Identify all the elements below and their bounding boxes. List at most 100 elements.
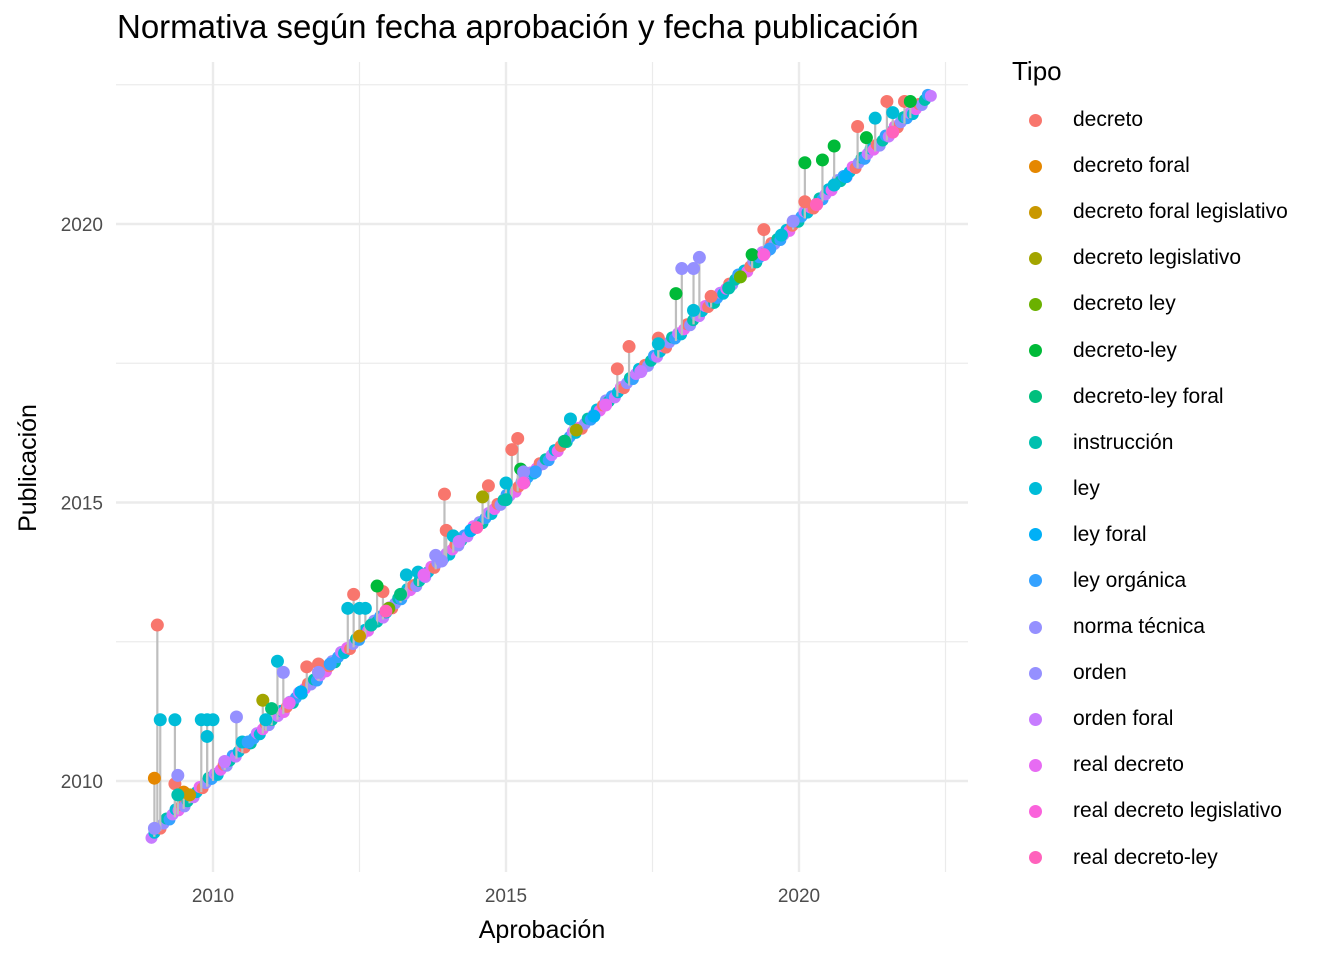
data-point [692,250,706,264]
legend-item: real decreto legislativo [1012,788,1288,834]
data-point [687,303,701,317]
data-point [294,685,308,699]
data-point [687,262,701,276]
legend-label: decreto-ley foral [1073,384,1224,408]
legend-item: decreto legislativo [1012,235,1288,281]
x-tick-label: 2015 [485,886,527,907]
legend-item: ley foral [1012,512,1288,558]
data-point [499,476,513,490]
data-point [810,198,824,212]
legend-label: orden [1073,661,1127,685]
legend-key [1029,666,1042,680]
data-point [511,431,525,445]
legend-key [1029,113,1042,127]
data-point [481,479,495,493]
legend-label: decreto foral legislativo [1073,200,1288,224]
legend-label: decreto-ley [1073,338,1177,362]
legend-title: Tipo [1012,56,1062,86]
data-points [147,94,917,835]
data-point [241,735,255,749]
data-point [229,710,243,724]
legend-key [1029,712,1042,726]
data-point [311,665,325,679]
legend-item: real decreto [1012,742,1288,788]
data-point [276,665,290,679]
legend-label: decreto [1073,108,1144,132]
legend-item: decreto [1012,97,1288,143]
data-point [476,490,490,504]
data-point [815,153,829,167]
data-point [470,521,484,535]
data-point [634,365,648,379]
legend-item: real decreto-ley [1012,835,1288,881]
legend-key [1029,159,1042,173]
data-point [563,412,577,426]
legend-item: orden foral [1012,696,1288,742]
legend-label: decreto foral [1073,154,1190,178]
data-point [153,713,167,727]
data-point [341,601,355,615]
data-point [429,548,443,562]
data-point [417,568,431,582]
data-point [452,534,466,548]
legend-key [1029,528,1042,542]
data-point [505,443,519,457]
x-axis-title: Aprobación [479,916,605,944]
data-point [147,771,161,785]
data-point [256,693,270,707]
y-tick-label: 2020 [61,215,103,236]
legend-label: norma técnica [1073,615,1205,639]
legend-item: decreto-ley foral [1012,374,1288,420]
data-point [651,337,665,351]
data-point [517,476,531,490]
data-point [379,604,393,618]
legend-item: norma técnica [1012,604,1288,650]
data-point [282,696,296,710]
legend-key [1029,344,1042,358]
data-point [851,120,865,134]
data-point [517,465,531,479]
data-point [745,248,759,262]
diagonal-point [924,89,937,102]
legend-key [1029,758,1042,772]
legend-label: instrucción [1073,430,1174,454]
data-point [827,139,841,153]
legend-label: real decreto legislativo [1073,799,1282,823]
data-point [200,729,214,743]
data-point [903,94,917,108]
data-point [364,618,378,632]
data-point [300,660,314,674]
data-point [394,587,408,601]
legend-item: decreto foral [1012,143,1288,189]
data-point [868,111,882,125]
data-point [150,618,164,632]
legend-key [1029,851,1042,865]
data-point [704,289,718,303]
y-tick-label: 2015 [61,494,103,515]
data-point [353,629,366,643]
data-point [147,821,161,835]
y-axis-title: Publicación [14,404,42,532]
data-point [798,195,812,209]
data-point [757,248,771,262]
data-point [722,281,736,295]
data-point [259,713,273,727]
data-point [358,601,372,615]
legend: Tipo decreto decreto foral decreto foral l… [1012,56,1288,881]
legend-item: ley [1012,466,1288,512]
data-point [558,434,572,448]
data-point [798,156,812,170]
data-point [206,713,220,727]
data-point [839,170,853,184]
data-point [168,713,182,727]
legend-label: ley foral [1073,522,1147,546]
data-point [347,587,361,601]
data-point [587,409,601,423]
legend-key [1029,297,1042,311]
legend-item: instrucción [1012,420,1288,466]
x-tick-label: 2020 [778,886,820,907]
data-point [171,768,185,782]
legend-label: orden foral [1073,707,1174,731]
data-point [270,654,284,668]
data-point [599,398,613,412]
